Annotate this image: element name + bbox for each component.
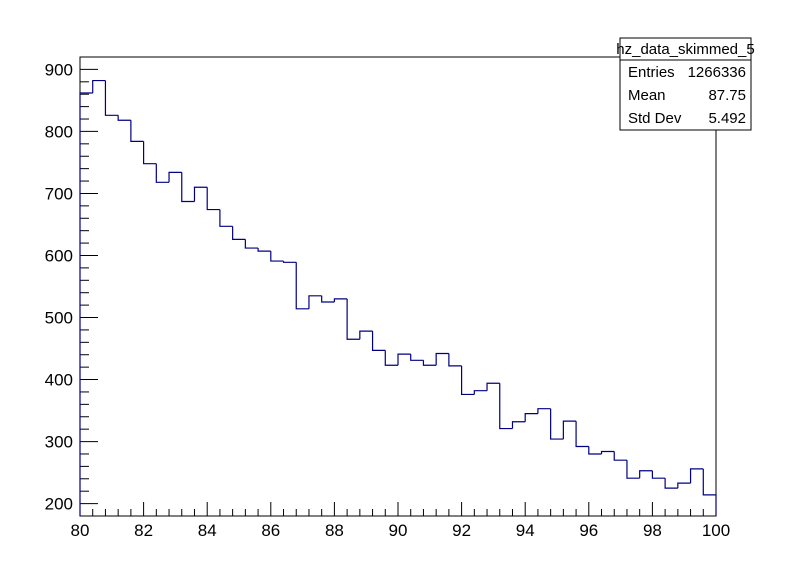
histogram-bin — [435, 352, 449, 366]
stats-mean-value: 87.75 — [708, 87, 746, 104]
histogram-bin — [181, 172, 195, 203]
histogram-bin — [613, 451, 627, 461]
histogram-bin — [537, 408, 551, 414]
y-tick-label: 200 — [45, 495, 73, 514]
histogram-bin — [244, 239, 259, 249]
x-tick-label: 100 — [702, 521, 730, 540]
histogram-bin — [282, 261, 297, 263]
histogram-bin — [562, 420, 577, 440]
histogram-series — [79, 79, 717, 516]
histogram-bin — [588, 446, 602, 455]
histogram-bin — [206, 187, 220, 211]
histogram-bin — [168, 171, 182, 183]
x-tick-label: 86 — [261, 521, 280, 540]
histogram-bin — [486, 382, 500, 391]
histogram-bin — [626, 460, 640, 479]
histogram-bin — [371, 331, 386, 351]
histogram-bin — [219, 209, 233, 227]
histogram-bin — [410, 354, 424, 361]
x-tick-label: 98 — [643, 521, 662, 540]
y-tick-label: 900 — [45, 60, 73, 79]
y-axis: 200 300 400 500 600 700 800 900 — [45, 56, 98, 514]
histogram-bin — [295, 262, 309, 310]
histogram-bin — [346, 298, 360, 340]
histogram-bin — [422, 360, 437, 366]
y-tick-label: 300 — [45, 433, 73, 452]
stats-mean-label: Mean — [628, 87, 666, 104]
x-tick-label: 94 — [516, 521, 535, 540]
x-tick-label: 88 — [325, 521, 344, 540]
x-axis: 80 82 84 86 88 90 92 94 96 98 100 — [71, 502, 730, 540]
histogram-bin — [702, 468, 717, 516]
x-tick-label: 80 — [71, 521, 90, 540]
x-tick-label: 90 — [389, 521, 408, 540]
histogram-bin — [92, 79, 106, 93]
x-tick-label: 92 — [452, 521, 471, 540]
x-tick-label: 84 — [198, 521, 217, 540]
histogram-bin — [155, 163, 170, 183]
histogram-bin — [193, 186, 208, 202]
y-tick-label: 800 — [45, 122, 73, 141]
histogram-bin — [511, 421, 526, 429]
histogram-bin — [473, 390, 488, 395]
stats-stddev-label: Std Dev — [628, 110, 682, 127]
y-tick-label: 600 — [45, 246, 73, 265]
histogram-bin — [448, 353, 462, 367]
histogram-bin — [499, 383, 513, 430]
histogram-bin — [677, 482, 691, 489]
histogram-bin — [257, 248, 271, 252]
histogram-bin — [321, 295, 335, 303]
stats-box-title: hz_data_skimmed_5 — [616, 41, 754, 58]
histogram-bin — [524, 413, 538, 422]
stats-entries-value: 1266336 — [688, 64, 746, 81]
histogram-bin — [308, 295, 322, 309]
y-tick-label: 700 — [45, 184, 73, 203]
histogram-bin — [461, 365, 475, 396]
histogram-bin — [143, 141, 157, 165]
histogram-bin — [384, 350, 398, 366]
histogram-bin — [359, 330, 373, 340]
stats-box-frame — [619, 37, 752, 131]
stats-entries-label: Entries — [628, 64, 675, 81]
histogram-bin — [550, 408, 564, 440]
histogram-bin — [232, 226, 246, 240]
x-tick-label: 96 — [579, 521, 598, 540]
stats-box: hz_data_skimmed_5 Entries 1266336 Mean 8… — [616, 37, 755, 131]
histogram-bin — [270, 251, 284, 262]
histogram-bin — [130, 120, 144, 142]
histogram-bin — [575, 421, 589, 448]
histogram-bin — [79, 92, 93, 516]
stats-stddev-value: 5.492 — [708, 110, 746, 127]
x-tick-label: 82 — [134, 521, 153, 540]
histogram-bin — [104, 80, 119, 116]
histogram-bin — [689, 468, 704, 484]
histogram-bin — [600, 450, 615, 454]
histogram-bin — [117, 115, 131, 121]
y-tick-label: 400 — [45, 371, 73, 390]
histogram-bin — [397, 353, 411, 366]
y-tick-label: 500 — [45, 309, 73, 328]
histogram-bin — [651, 470, 666, 479]
histogram-bin — [664, 478, 678, 489]
histogram-bin — [639, 470, 653, 479]
histogram-bin — [333, 298, 348, 303]
